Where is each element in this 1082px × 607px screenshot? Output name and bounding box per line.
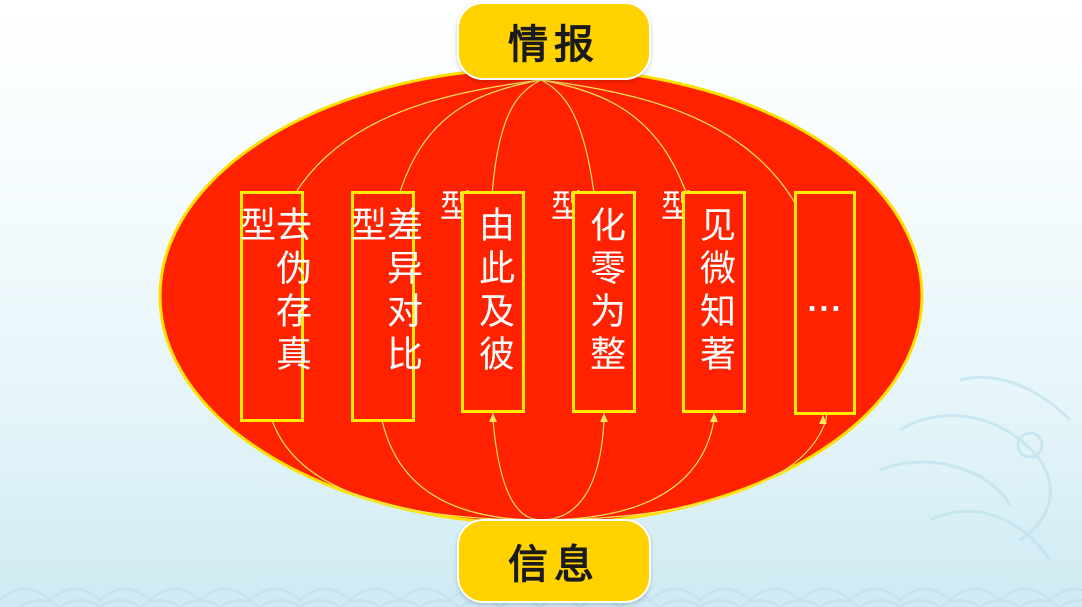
column-text: 差异对比型 [345,206,422,378]
column-more: ... [794,191,856,415]
column-text: 由此及彼 [473,206,514,378]
column-text: 化零为整 [584,206,625,378]
arrow-up-icon [819,415,827,424]
arrow-up-icon [600,413,608,422]
dragon-pattern-decoration [879,375,1072,561]
column-this-to-that: 由此及彼 [461,191,525,413]
arrow-up-icon [710,413,718,422]
column-small-to-big: 见微知著 [682,191,746,413]
intelligence-label: 情报 [457,2,651,80]
column-difference-comparison: 差异对比型 [345,191,422,422]
column-parts-to-whole: 化零为整 [572,191,636,413]
arrow-up-icon [489,413,497,422]
column-fake-to-true: 去伪存真型 [234,191,311,422]
upward-arrows [489,413,827,424]
information-label: 信息 [457,519,651,603]
column-text: 去伪存真型 [234,206,311,378]
column-ellipsis-text: ... [807,288,843,318]
column-text: 见微知著 [694,206,735,378]
